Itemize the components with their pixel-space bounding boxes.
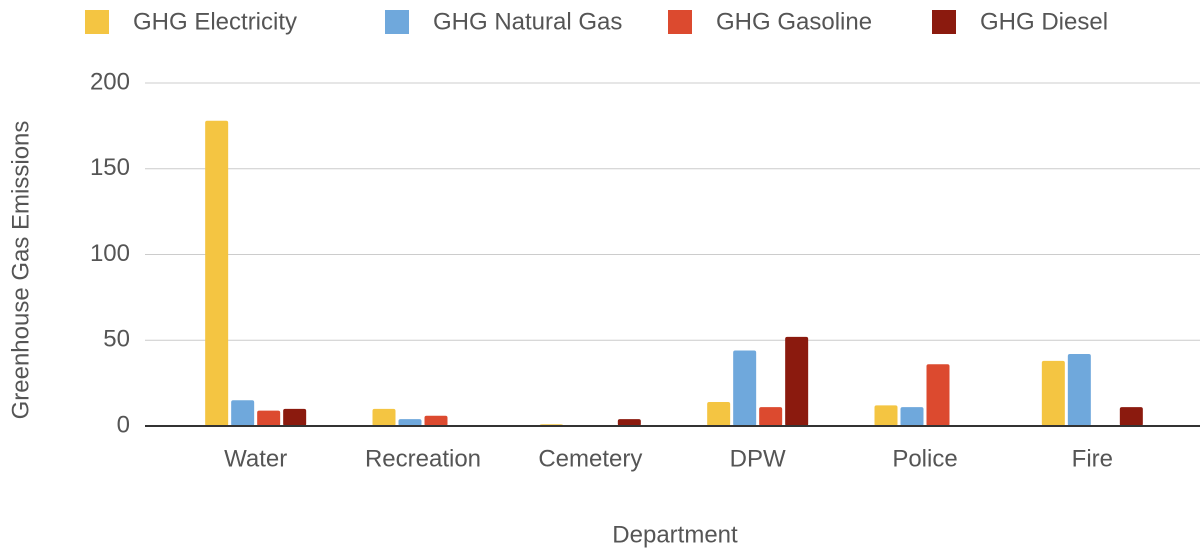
bar (424, 415, 448, 426)
x-tick-label: Cemetery (538, 445, 642, 472)
legend-label: GHG Natural Gas (433, 8, 622, 35)
legend-swatch (932, 10, 956, 34)
x-tick-label: Police (892, 445, 957, 472)
x-tick-label: Recreation (365, 445, 481, 472)
x-tick-label: Fire (1072, 445, 1113, 472)
bar (283, 408, 307, 426)
legend-label: GHG Electricity (133, 8, 297, 35)
legend-label: GHG Gasoline (716, 8, 872, 35)
legend-swatch (668, 10, 692, 34)
legend-label: GHG Diesel (980, 8, 1108, 35)
bar (372, 408, 396, 426)
y-tick-label: 50 (103, 326, 130, 353)
bar (926, 364, 950, 426)
bar (231, 400, 255, 426)
x-tick-label: DPW (730, 445, 786, 472)
y-tick-label: 150 (90, 154, 130, 181)
y-tick-label: 0 (117, 411, 130, 438)
bar (900, 407, 924, 426)
y-axis-title: Greenhouse Gas Emissions (7, 121, 34, 420)
legend-swatch (385, 10, 409, 34)
x-tick-label: Water (224, 445, 287, 472)
y-tick-label: 100 (90, 240, 130, 267)
bar (785, 336, 809, 426)
bar (874, 405, 898, 426)
bar (398, 419, 422, 426)
legend-swatch (85, 10, 109, 34)
bar (759, 407, 783, 426)
bar (1041, 360, 1065, 426)
bar (707, 401, 731, 426)
bar (733, 350, 757, 426)
y-tick-label: 200 (90, 68, 130, 95)
bar (1067, 353, 1091, 426)
bar (205, 120, 229, 426)
bar (617, 419, 641, 426)
bar (257, 410, 281, 426)
x-axis-title: Department (612, 521, 738, 548)
bar (1119, 407, 1143, 426)
